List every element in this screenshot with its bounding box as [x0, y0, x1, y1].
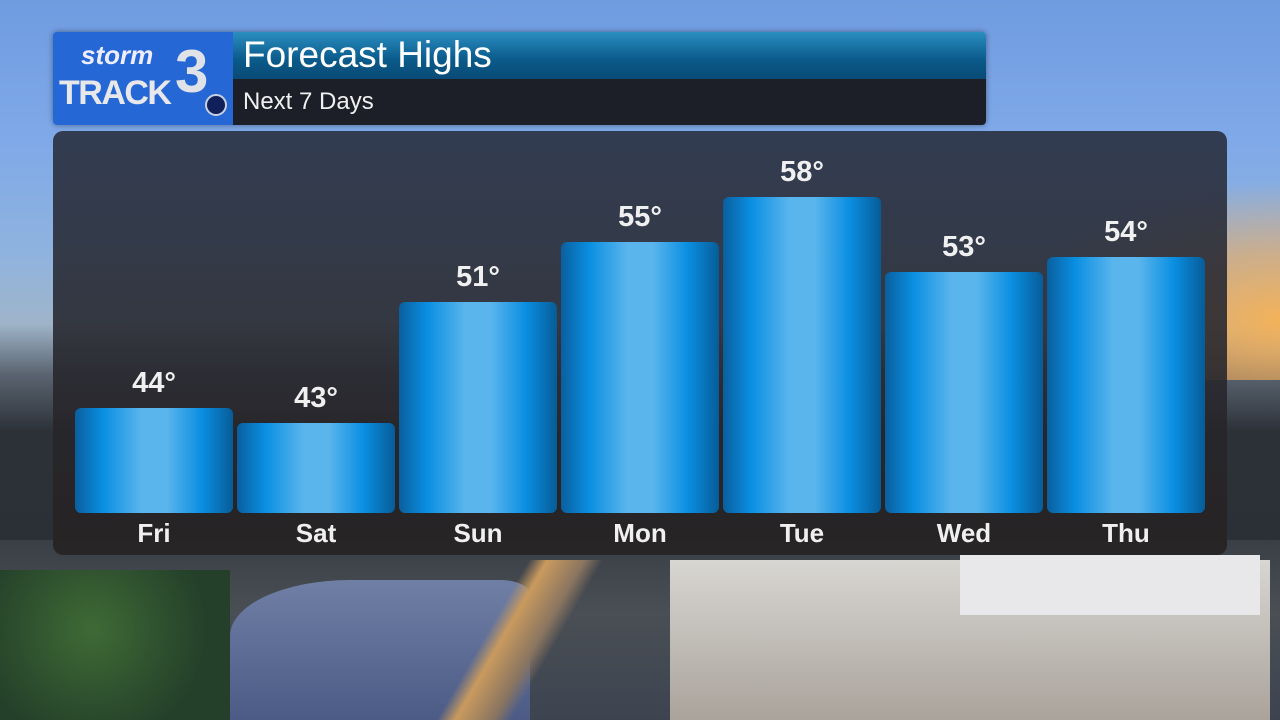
header: storm TRACK 3 Forecast Highs Next 7 Days — [53, 32, 986, 125]
bar-sun — [399, 302, 557, 513]
data-label: 44° — [132, 366, 176, 399]
stormtrack3-logo: storm TRACK 3 — [53, 32, 233, 125]
bar-sat — [237, 422, 395, 513]
title-bar: Forecast Highs — [233, 32, 986, 79]
data-label: 54° — [1104, 215, 1148, 248]
category-label: Thu — [1102, 518, 1150, 548]
page-subtitle: Next 7 Days — [243, 88, 374, 115]
logo-track: TRACK — [59, 74, 172, 112]
warehouse-building — [960, 555, 1260, 615]
subtitle-bar: Next 7 Days — [233, 79, 986, 125]
category-label: Sat — [295, 518, 337, 548]
data-label: 58° — [780, 155, 824, 188]
category-label: Mon — [613, 518, 667, 548]
page-title: Forecast Highs — [243, 34, 492, 75]
category-label: Fri — [137, 518, 171, 548]
trees — [0, 570, 230, 720]
category-label: Wed — [936, 518, 992, 548]
bar-wed — [885, 271, 1043, 513]
data-label: 51° — [456, 261, 500, 294]
bar-tue — [723, 196, 881, 513]
bar-fri — [75, 407, 233, 513]
data-label: 53° — [942, 230, 986, 263]
category-label: Tue — [779, 518, 825, 548]
logo-storm: storm — [81, 40, 154, 70]
category-label: Sun — [453, 518, 503, 548]
bar-mon — [561, 241, 719, 513]
data-label: 55° — [618, 200, 662, 233]
logo-three: 3 — [175, 38, 209, 105]
road — [380, 560, 660, 720]
bar-thu — [1047, 256, 1205, 513]
data-label: 43° — [294, 381, 338, 414]
chart-panel: 44° Fri 43° Sat 51° Sun 55° Mon 58° Tue 53° Wed 54° T… — [53, 131, 1227, 555]
cbs-eye-icon — [205, 94, 227, 116]
